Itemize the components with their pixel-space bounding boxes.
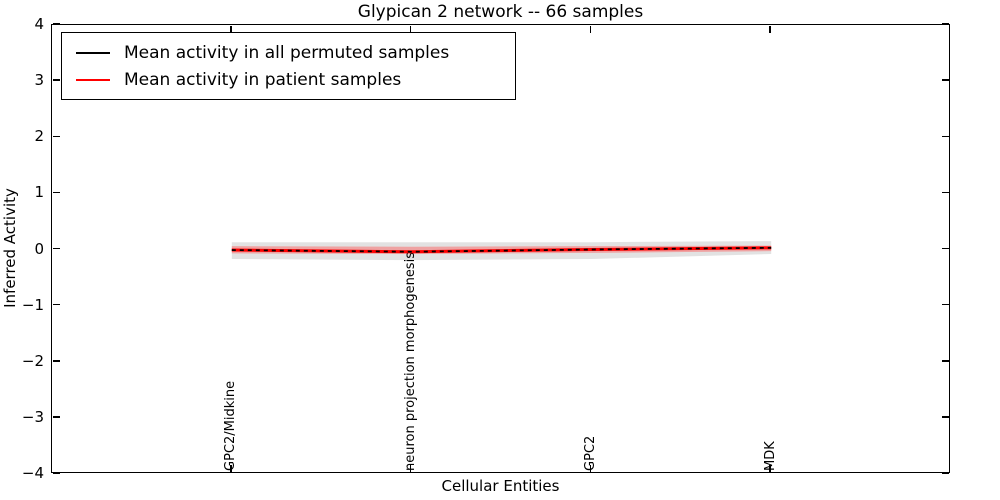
y-tick-label: −3 — [21, 407, 44, 426]
legend-entry-patient: Mean activity in patient samples — [76, 70, 515, 90]
legend-entry-permuted: Mean activity in all permuted samples — [76, 43, 515, 63]
x-tick-mark-top — [769, 25, 771, 33]
x-tick-mark-bottom — [230, 464, 232, 472]
y-tick-mark-left — [52, 247, 60, 250]
chart-title: Glypican 2 network -- 66 samples — [357, 2, 644, 22]
legend-label-patient: Mean activity in patient samples — [124, 69, 402, 90]
y-tick-mark-right — [941, 135, 949, 137]
y-tick-mark-right — [941, 472, 949, 474]
y-tick-mark-right — [941, 23, 949, 25]
y-tick-label: −1 — [21, 295, 44, 314]
y-tick-label: 0 — [34, 239, 44, 258]
y-tick-mark-left — [52, 23, 60, 25]
x-tick-mark-top — [589, 25, 592, 33]
y-axis-label: Inferred Activity — [1, 188, 19, 308]
y-tick-mark-right — [941, 416, 949, 418]
y-tick-label: 2 — [34, 127, 44, 146]
y-tick-mark-left — [52, 472, 60, 474]
y-tick-mark-left — [52, 79, 60, 81]
y-tick-mark-left — [52, 135, 60, 137]
y-tick-label: 3 — [34, 71, 44, 90]
y-tick-mark-left — [52, 191, 60, 194]
x-tick-mark-top — [230, 25, 232, 33]
legend: Mean activity in all permuted samples Me… — [61, 32, 516, 100]
y-tick-mark-right — [941, 360, 949, 362]
y-tick-mark-right — [941, 247, 949, 250]
mean-line-series-0 — [231, 246, 772, 253]
y-tick-mark-left — [52, 360, 60, 362]
legend-label-permuted: Mean activity in all permuted samples — [124, 42, 450, 63]
y-tick-mark-right — [941, 191, 949, 194]
legend-line-sample-permuted — [76, 51, 110, 54]
x-tick-mark-bottom — [589, 464, 592, 472]
mean-activity-lines — [231, 246, 772, 254]
y-tick-mark-left — [52, 416, 60, 418]
legend-line-sample-patient — [76, 78, 110, 81]
y-tick-label: 4 — [34, 15, 44, 33]
y-tick-mark-left — [52, 303, 60, 306]
x-tick-mark-top — [409, 25, 412, 33]
x-axis-label: Cellular Entities — [441, 477, 560, 495]
y-tick-label: 1 — [34, 183, 44, 202]
y-tick-label: −2 — [21, 351, 44, 370]
x-tick-mark-bottom — [769, 464, 771, 472]
y-tick-label: −4 — [21, 464, 44, 482]
y-tick-mark-right — [941, 303, 949, 306]
y-tick-mark-right — [941, 79, 949, 81]
x-tick-mark-bottom — [409, 464, 412, 472]
